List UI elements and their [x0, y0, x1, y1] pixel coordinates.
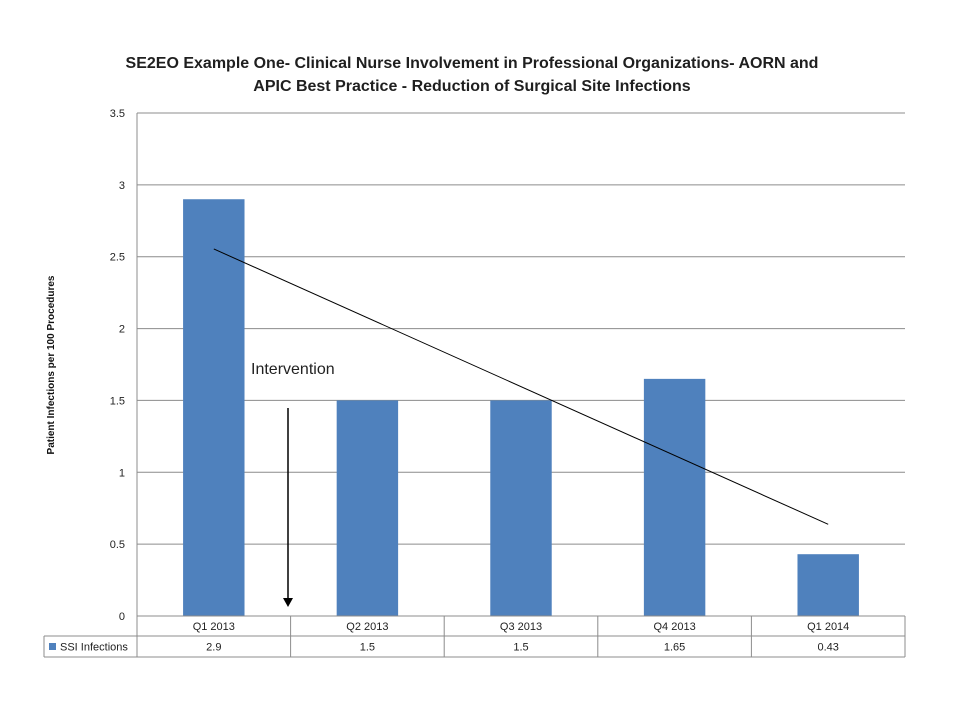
- y-tick-label: 0: [119, 611, 125, 623]
- bar: [643, 378, 706, 616]
- bar: [183, 199, 245, 616]
- y-tick-label: 3.5: [110, 108, 125, 120]
- value-cell: 1.5: [360, 642, 375, 654]
- legend-series-name: SSI Infections: [60, 642, 128, 654]
- y-tick-label: 0.5: [110, 539, 125, 551]
- bar: [797, 554, 859, 616]
- y-tick-label: 2.5: [110, 252, 125, 264]
- bars: [183, 199, 859, 616]
- bar: [336, 400, 399, 616]
- y-tick-label: 2: [119, 324, 125, 336]
- legend-swatch: [49, 643, 56, 650]
- value-cell: 1.5: [513, 642, 528, 654]
- y-tick-label: 1: [119, 467, 125, 479]
- y-tick-label: 1.5: [110, 395, 125, 407]
- category-label: Q4 2013: [653, 621, 695, 633]
- trendline-line: [213, 248, 829, 525]
- value-cell: 1.65: [664, 642, 685, 654]
- intervention-arrow-head: [283, 598, 293, 607]
- y-axis-label: Patient Infections per 100 Procedures: [46, 275, 57, 454]
- category-label: Q1 2014: [807, 621, 849, 633]
- bar: [490, 400, 552, 616]
- data-table: SSI Infections Q1 2013 2.9 Q2 2013 1.5 Q3 201…: [43, 615, 906, 658]
- category-label: Q1 2013: [193, 621, 235, 633]
- value-cell: 0.43: [817, 642, 838, 654]
- trendline: [213, 248, 829, 525]
- intervention-label: Intervention: [251, 361, 335, 378]
- gridlines: [136, 112, 905, 617]
- y-tick-labels: 0 0.5 1 1.5 2 2.5 3 3.5: [110, 108, 125, 623]
- y-tick-label: 3: [119, 180, 125, 192]
- chart-title-line-1: SE2EO Example One- Clinical Nurse Involv…: [126, 55, 819, 72]
- category-label: Q3 2013: [500, 621, 542, 633]
- value-cell: 2.9: [206, 642, 221, 654]
- category-label: Q2 2013: [346, 621, 388, 633]
- chart-title-line-2: APIC Best Practice - Reduction of Surgic…: [253, 78, 691, 95]
